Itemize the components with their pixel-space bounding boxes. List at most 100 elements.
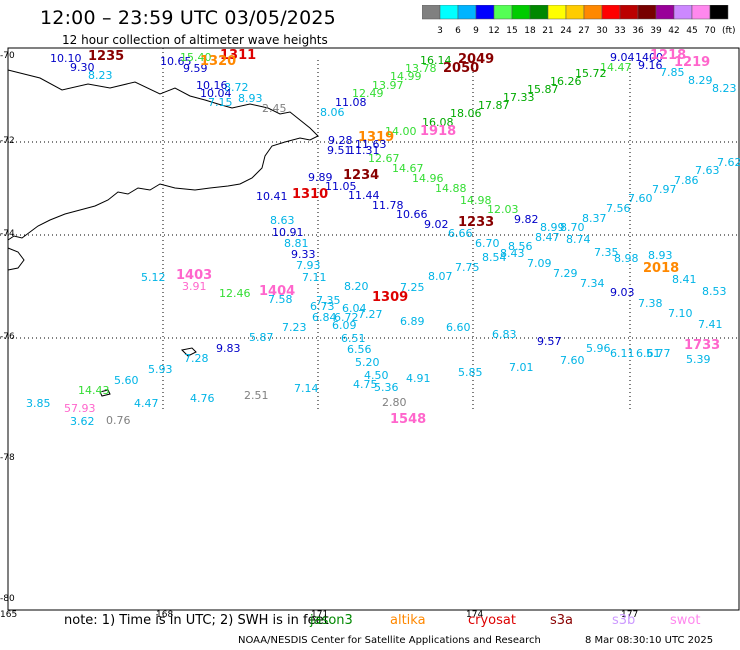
wave-height-label: 7.14 [294, 382, 319, 395]
wave-height-label: 7.29 [553, 267, 578, 280]
wave-height-label: 14.88 [435, 182, 467, 195]
wave-height-label: 4.75 [353, 378, 378, 391]
map-frame [7, 47, 740, 611]
wave-height-label: 5.77 [646, 347, 671, 360]
generated-timestamp: 8 Mar 08:30:10 UTC 2025 [585, 635, 714, 646]
wave-height-label: 10.10 [50, 52, 82, 65]
wave-height-label: 9.03 [610, 286, 635, 299]
wave-height-label: 5.96 [586, 342, 611, 355]
wave-height-label: 5.85 [458, 366, 483, 379]
lat-label: -78 [0, 453, 15, 463]
wave-height-label: 5.20 [355, 356, 380, 369]
chart-subtitle: 12 hour collection of altimeter wave hei… [62, 33, 328, 47]
satellite-cryosat: cryosat [468, 613, 516, 628]
lat-label: -76 [0, 332, 15, 342]
wave-height-label: 7.34 [580, 277, 605, 290]
legend-label: 70 [704, 26, 716, 36]
wave-height-label: 7.62 [717, 156, 740, 169]
wave-height-label: 5.60 [114, 374, 139, 387]
legend-swatch [691, 5, 711, 20]
wave-height-label: 14.43 [78, 384, 110, 397]
legend-swatch [655, 5, 675, 20]
wave-height-label: 7.60 [628, 192, 653, 205]
wave-height-label: 3.91 [182, 280, 207, 293]
wave-height-label: 8.41 [672, 273, 697, 286]
wave-height-label: 14.00 [385, 125, 417, 138]
wave-height-label: 8.06 [320, 106, 345, 119]
wave-height-label: 11.08 [335, 96, 367, 109]
wave-height-label: 1320 [200, 54, 237, 69]
wave-height-label: 2.51 [244, 389, 269, 402]
wave-height-label: 8.07 [428, 270, 453, 283]
wave-height-label: 10.65 [160, 55, 192, 68]
wave-height-label: 4.47 [134, 397, 159, 410]
wave-height-label: 2.45 [262, 102, 287, 115]
wave-height-label: 5.12 [141, 271, 166, 284]
wave-height-label: 7.35 [594, 246, 619, 259]
lon-label: 177 [621, 610, 639, 620]
wave-height-label: 1233 [458, 215, 495, 230]
wave-height-label: 1309 [372, 290, 409, 305]
wave-height-label: 7.75 [455, 261, 480, 274]
wave-height-label: 7.15 [208, 96, 233, 109]
wave-height-label: 7.97 [652, 183, 677, 196]
wave-height-label: 9.57 [537, 335, 562, 348]
wave-height-label: 16.14 [420, 54, 452, 67]
wave-height-label: 12.49 [352, 87, 384, 100]
wave-height-label: 14.98 [460, 194, 492, 207]
wave-height-label: 6.73 [310, 300, 335, 313]
wave-height-label: 7.23 [282, 321, 307, 334]
wave-height-label: 14.47 [600, 61, 632, 74]
wave-height-label: 7.60 [560, 354, 585, 367]
legend-swatch [709, 5, 729, 20]
wave-height-label: 18.06 [450, 107, 482, 120]
wave-height-label: 6.09 [332, 319, 357, 332]
wave-height-label: 8.63 [270, 214, 295, 227]
satellite-altika: altika [390, 613, 426, 628]
legend-label: 15 [506, 26, 517, 36]
wave-height-label: 8.47 [535, 231, 560, 244]
legend-label: 39 [650, 26, 662, 36]
wave-height-label: 6.66 [448, 227, 473, 240]
wave-height-label: 1234 [343, 168, 380, 183]
wave-height-label: 8.72 [224, 81, 249, 94]
legend-swatch [529, 5, 549, 20]
wave-height-label: 6.83 [492, 328, 517, 341]
wave-height-label: 6.56 [347, 343, 372, 356]
wave-height-label: 1918 [420, 124, 457, 139]
wave-height-label: 8.93 [648, 249, 673, 262]
wave-height-label: 6.51 [341, 332, 366, 345]
lat-label: -70 [0, 51, 15, 61]
wave-height-label: 5.36 [374, 381, 399, 394]
wave-height-label: 8.23 [712, 82, 737, 95]
wave-height-label: 8.23 [88, 69, 113, 82]
wave-height-label: 8.98 [614, 252, 639, 265]
wave-height-label: 8.56 [508, 240, 533, 253]
color-legend: 3 6 9 12 15 18 21 24 27 30 33 36 39 42 45 70 (ft) [422, 5, 736, 36]
legend-label: 27 [578, 26, 589, 36]
wave-height-label: 11.44 [348, 189, 380, 202]
wave-height-label: 2018 [643, 261, 680, 276]
wave-height-label: 13.78 [405, 62, 437, 75]
wave-height-label: 8.74 [566, 233, 591, 246]
wave-height-label: 14.99 [390, 70, 422, 83]
wave-height-label: 8.81 [284, 237, 309, 250]
wave-height-label: 8.70 [560, 221, 585, 234]
wave-height-label: 7.63 [695, 164, 720, 177]
wave-height-label: 7.38 [638, 297, 663, 310]
legend-label: 12 [488, 26, 499, 36]
wave-height-label: 15.40 [180, 51, 212, 64]
lon-label: 168 [156, 610, 174, 620]
wave-height-label: 3.85 [26, 397, 51, 410]
wave-height-label: 2050 [443, 61, 480, 76]
legend-swatch [673, 5, 693, 20]
wave-height-label: 6.84 [312, 311, 337, 324]
legend-swatch [422, 5, 441, 20]
wave-height-label: 15.87 [527, 83, 559, 96]
legend-label: 36 [632, 26, 644, 36]
legend-label: 33 [614, 26, 625, 36]
wave-height-label: 6.11 [610, 347, 635, 360]
wave-height-label: 17.33 [503, 91, 535, 104]
wave-height-label: 8.54 [482, 251, 507, 264]
wave-height-label: 9.83 [216, 342, 241, 355]
